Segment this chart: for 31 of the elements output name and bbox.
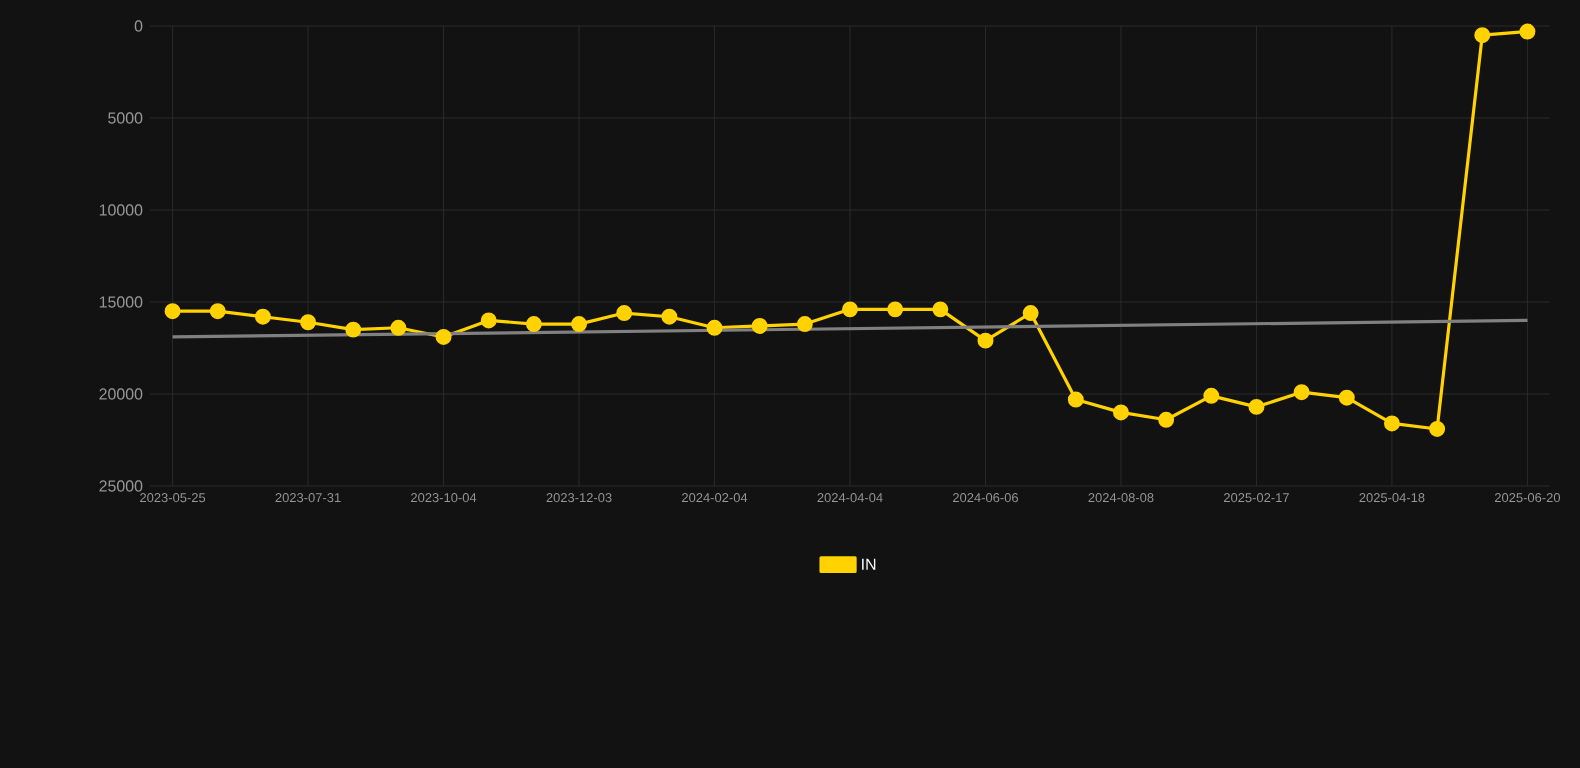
point: [435, 328, 452, 345]
point: [390, 319, 407, 336]
point: [1067, 391, 1084, 408]
point: [1158, 411, 1175, 428]
point: [751, 317, 768, 334]
point: [1203, 387, 1220, 404]
point: [1113, 404, 1129, 421]
point: [661, 308, 678, 325]
point: [887, 301, 904, 318]
point: [1429, 420, 1446, 437]
point: [345, 321, 362, 338]
point: [480, 312, 497, 329]
point: [300, 314, 317, 331]
point: [1474, 27, 1491, 44]
point: [977, 332, 994, 349]
point: [164, 303, 181, 320]
point: [254, 308, 271, 325]
point: [1022, 305, 1039, 322]
point: [616, 305, 633, 322]
point: [796, 316, 813, 333]
point: [571, 316, 588, 333]
point: [1293, 384, 1310, 401]
point: [1338, 389, 1355, 406]
point: [209, 303, 226, 320]
point: [1383, 415, 1400, 432]
point: [842, 301, 858, 318]
point: [525, 316, 542, 333]
point: [932, 301, 949, 318]
point: [1248, 398, 1265, 415]
point: [706, 319, 723, 336]
point: [1519, 23, 1536, 40]
